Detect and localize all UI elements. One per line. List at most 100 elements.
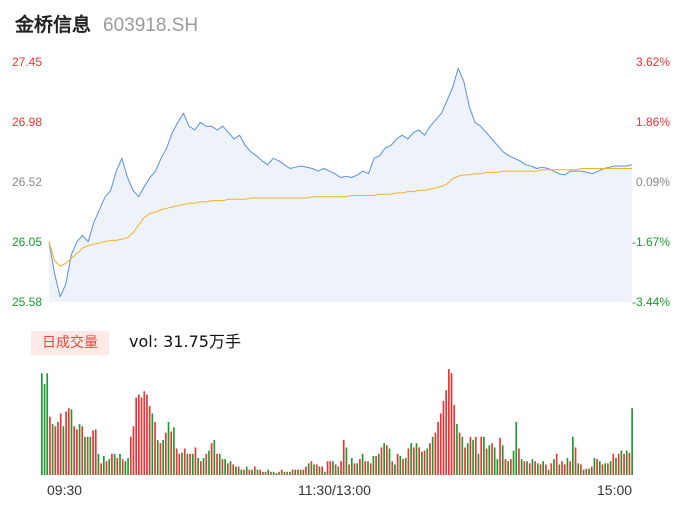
volume-bar bbox=[299, 469, 302, 475]
volume-bar bbox=[51, 424, 54, 475]
volume-bar bbox=[146, 394, 148, 475]
volume-bar bbox=[604, 463, 607, 475]
volume-bar bbox=[342, 440, 345, 475]
volume-bar bbox=[86, 436, 89, 475]
price-tick-4: 25.58 bbox=[12, 295, 43, 309]
volume-bar bbox=[399, 455, 402, 475]
volume-bar bbox=[550, 463, 553, 475]
volume-bar bbox=[523, 461, 526, 475]
volume-bar bbox=[332, 461, 334, 475]
volume-bar bbox=[585, 468, 588, 475]
volume-bar bbox=[340, 461, 342, 475]
volume-bar bbox=[431, 436, 434, 475]
volume-summary: vol: 31.75万手 bbox=[129, 332, 241, 351]
volume-bar bbox=[407, 448, 410, 475]
volume-bar bbox=[229, 461, 232, 475]
volume-bar bbox=[100, 463, 102, 475]
volume-bar bbox=[348, 464, 350, 475]
volume-bar bbox=[243, 469, 245, 475]
volume-bar bbox=[415, 443, 418, 475]
volume-bar bbox=[278, 471, 280, 475]
volume-bar bbox=[59, 413, 62, 475]
volume-bar bbox=[423, 450, 426, 475]
volume-bar bbox=[164, 432, 167, 475]
volume-bar bbox=[54, 426, 57, 475]
volume-bar bbox=[205, 453, 208, 475]
volume-bar bbox=[245, 466, 248, 475]
volume-bar bbox=[558, 464, 561, 475]
volume-bar bbox=[216, 453, 218, 475]
volume-bar bbox=[547, 469, 550, 475]
volume-bar bbox=[380, 447, 383, 475]
volume-bar bbox=[553, 459, 555, 475]
volume-bar bbox=[67, 408, 70, 475]
volume-bar bbox=[43, 383, 46, 475]
volume-bar bbox=[121, 459, 124, 475]
volume-bar bbox=[240, 469, 243, 475]
volume-bar bbox=[350, 458, 353, 475]
volume-bar bbox=[84, 436, 86, 475]
volume-bar bbox=[97, 453, 100, 475]
volume-bar bbox=[297, 469, 299, 475]
volume-bar bbox=[367, 461, 369, 475]
volume-bar bbox=[272, 471, 275, 475]
volume-bar bbox=[127, 458, 129, 475]
volume-bar bbox=[267, 469, 270, 475]
volume-bar bbox=[138, 394, 140, 475]
volume-bar bbox=[450, 373, 453, 475]
volume-bar bbox=[307, 463, 310, 475]
volume-bar bbox=[496, 459, 499, 475]
volume-bar bbox=[615, 458, 617, 475]
volume-bar bbox=[264, 471, 267, 475]
volume-bar bbox=[356, 463, 359, 475]
volume-bar bbox=[170, 431, 173, 475]
volume-bar bbox=[590, 466, 593, 475]
volume-bar bbox=[159, 443, 162, 475]
volume-bar bbox=[418, 447, 421, 475]
volume-bar bbox=[49, 416, 51, 475]
volume-bar bbox=[294, 469, 297, 475]
volume-bar bbox=[251, 469, 253, 475]
volume-bar bbox=[92, 430, 94, 475]
stock-name: 金桥信息 bbox=[15, 14, 92, 36]
volume-bar bbox=[262, 471, 264, 475]
volume-bar bbox=[359, 459, 361, 475]
volume-bar bbox=[598, 461, 601, 475]
volume-bar bbox=[315, 464, 318, 475]
volume-bar bbox=[173, 427, 175, 475]
volume-bar bbox=[369, 463, 372, 475]
volume-bar bbox=[226, 463, 229, 475]
volume-bar bbox=[526, 461, 528, 475]
volume-bar bbox=[504, 459, 507, 475]
volume-bar bbox=[116, 458, 119, 475]
pct-tick-0: 3.62% bbox=[635, 55, 670, 69]
volume-bar bbox=[89, 436, 92, 475]
volume-bar bbox=[140, 397, 143, 475]
volume-bar bbox=[588, 468, 590, 475]
volume-bar bbox=[501, 445, 504, 475]
volume-bar bbox=[200, 461, 202, 475]
volume-bar bbox=[542, 461, 545, 475]
pct-tick-2: 0.09% bbox=[635, 175, 670, 189]
volume-bar bbox=[426, 448, 429, 475]
volume-bar bbox=[76, 429, 78, 475]
volume-bar bbox=[572, 436, 574, 475]
volume-bar bbox=[539, 464, 542, 475]
volume-bar bbox=[625, 450, 628, 475]
volume-bar bbox=[135, 397, 138, 475]
volume-bar bbox=[291, 469, 294, 475]
volume-bar bbox=[113, 453, 116, 475]
price-area bbox=[49, 68, 632, 303]
volume-bar bbox=[383, 443, 385, 475]
page-title: 金桥信息 603918.SH bbox=[15, 13, 198, 38]
volume-bar bbox=[237, 466, 240, 475]
volume-bar bbox=[224, 459, 226, 475]
volume-bar bbox=[194, 447, 197, 475]
volume-bar bbox=[313, 464, 315, 475]
volume-bar bbox=[302, 469, 305, 475]
volume-bar bbox=[434, 432, 437, 475]
volume-badge[interactable]: 日成交量 bbox=[31, 331, 109, 355]
volume-bar bbox=[534, 461, 536, 475]
x-tick-midday: 11:30/13:00 bbox=[298, 482, 371, 498]
volume-bar bbox=[472, 440, 474, 475]
